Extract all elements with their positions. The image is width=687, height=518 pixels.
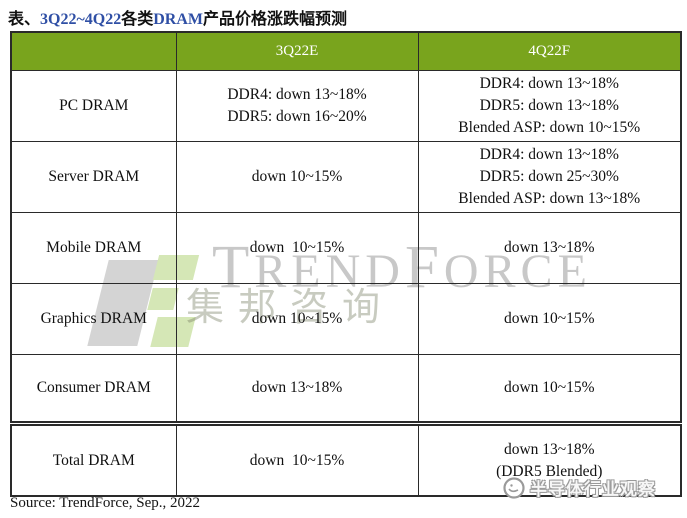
- cell-3q22e: down 10~15%: [175, 421, 419, 497]
- cell-line: down 10~15%: [251, 168, 343, 185]
- row-label: Server DRAM: [10, 141, 177, 213]
- header-row: 3Q22E 4Q22F: [10, 31, 682, 71]
- cell-4q22f: down 13~18% (DDR5 Blended): [417, 421, 682, 497]
- table-row-server-dram: Server DRAM down 10~15% DDR4: down 13~18…: [10, 141, 682, 213]
- cell-line: down 10~15%: [503, 310, 595, 327]
- title-mid: 各类: [121, 11, 154, 28]
- cell-line: down 13~18%: [503, 239, 595, 256]
- cell-line: DDR4: down 13~18%: [479, 75, 619, 92]
- cell-3q22e: down 13~18%: [175, 354, 419, 424]
- cell-line: down 10~15%: [503, 379, 595, 396]
- table-row-mobile-dram: Mobile DRAM down 10~15% down 13~18%: [10, 212, 682, 284]
- cell-line: down 10~15%: [249, 239, 345, 256]
- cell-4q22f: DDR4: down 13~18% DDR5: down 25~30% Blen…: [417, 141, 682, 213]
- row-label: Consumer DRAM: [10, 354, 177, 424]
- header-4q22f: 4Q22F: [417, 31, 682, 71]
- cell-3q22e: down 10~15%: [175, 283, 419, 355]
- cell-line: DDR4: down 13~18%: [227, 86, 367, 103]
- cell-line: down 10~15%: [249, 451, 345, 469]
- header-empty-cell: [10, 31, 177, 71]
- title-prefix: 表、: [8, 11, 41, 28]
- cell-4q22f: down 13~18%: [417, 212, 682, 284]
- cell-4q22f: down 10~15%: [417, 283, 682, 355]
- row-label: PC DRAM: [10, 70, 177, 142]
- row-label: Total DRAM: [10, 421, 177, 497]
- title-quarters: 3Q22~4Q22: [40, 11, 122, 28]
- cell-line: DDR5: down 13~18%: [479, 97, 619, 114]
- cell-line: DDR5: down 25~30%: [479, 168, 619, 185]
- dram-price-forecast-table: 3Q22E 4Q22F PC DRAM DDR4: down 13~18% DD…: [10, 31, 682, 497]
- source-note: Source: TrendForce, Sep., 2022: [10, 495, 200, 511]
- cell-3q22e: down 10~15%: [175, 212, 419, 284]
- cell-line: DDR5: down 16~20%: [227, 108, 367, 125]
- header-3q22e: 3Q22E: [175, 31, 419, 71]
- cell-3q22e: down 10~15%: [175, 141, 419, 213]
- observer-watermark: 半导体行业观察: [502, 475, 656, 500]
- observer-watermark-text: 半导体行业观察: [530, 480, 656, 499]
- table-row-consumer-dram: Consumer DRAM down 13~18% down 10~15%: [10, 354, 682, 424]
- observer-logo-icon: [503, 476, 525, 499]
- table-row-total-dram: Total DRAM down 10~15% down 13~18% (DDR5…: [10, 421, 682, 497]
- cell-line: down 13~18%: [251, 379, 343, 396]
- cell-3q22e: DDR4: down 13~18% DDR5: down 16~20%: [175, 70, 419, 142]
- cell-4q22f: DDR4: down 13~18% DDR5: down 13~18% Blen…: [417, 70, 682, 142]
- cell-line: down 10~15%: [251, 310, 343, 327]
- cell-line: DDR4: down 13~18%: [479, 146, 619, 163]
- title-suffix: 产品价格涨跌幅预测: [203, 11, 348, 28]
- table-row-pc-dram: PC DRAM DDR4: down 13~18% DDR5: down 16~…: [10, 70, 682, 142]
- cell-line: Blended ASP: down 10~15%: [458, 119, 641, 136]
- page-title: 表、3Q22~4Q22各类DRAM产品价格涨跌幅预测: [8, 5, 347, 29]
- cell-line: Blended ASP: down 13~18%: [458, 190, 641, 207]
- row-label: Graphics DRAM: [10, 283, 177, 355]
- cell-4q22f: down 10~15%: [417, 354, 682, 424]
- row-label: Mobile DRAM: [10, 212, 177, 284]
- cell-line: (DDR5 Blended): [496, 462, 603, 480]
- title-dram: DRAM: [153, 11, 204, 28]
- table-row-graphics-dram: Graphics DRAM down 10~15% down 10~15%: [10, 283, 682, 355]
- cell-line: down 13~18%: [503, 440, 595, 458]
